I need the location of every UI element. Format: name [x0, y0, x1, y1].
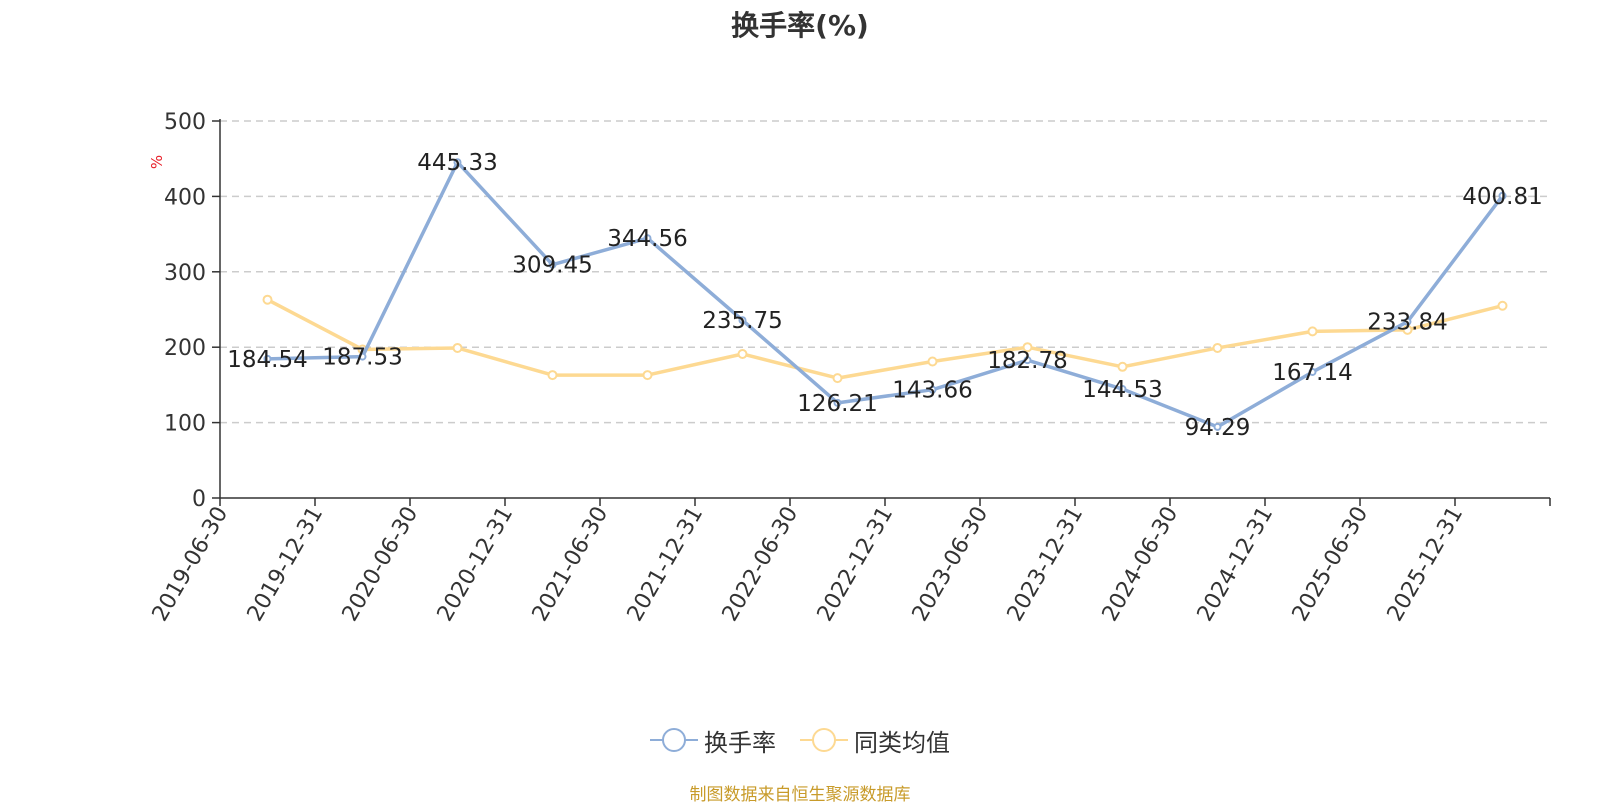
series-line-peer-average	[266, 298, 1503, 380]
legend-item-peer-average[interactable]: 同类均值	[800, 720, 950, 760]
data-label: 143.66	[892, 378, 972, 404]
x-tick-label: 2019-06-30	[148, 503, 234, 626]
y-tick-label: 500	[164, 110, 206, 135]
data-label: 126.21	[797, 391, 877, 417]
data-label: 182.78	[987, 348, 1067, 374]
y-tick-label: 0	[192, 487, 206, 512]
x-tick-label: 2020-06-30	[338, 503, 424, 626]
data-point-turnover	[453, 158, 462, 167]
y-tick-label: 300	[164, 261, 206, 286]
legend-label-peer-average: 同类均值	[854, 728, 950, 757]
legend-marker-peer-average	[800, 728, 848, 752]
data-label: 167.14	[1272, 360, 1352, 386]
x-tick-label: 2021-12-31	[623, 503, 709, 626]
data-point-peer-average	[547, 370, 558, 381]
data-point-turnover	[928, 385, 937, 394]
data-point-peer-average	[1307, 326, 1318, 337]
legend-marker-turnover	[650, 728, 698, 752]
x-tick-label: 2020-12-31	[433, 503, 519, 626]
x-tick-label: 2024-12-31	[1193, 503, 1279, 626]
chart-title: 换手率(%)	[731, 9, 869, 42]
data-source-note: 制图数据来自恒生聚源数据库	[689, 785, 911, 805]
x-tick-label: 2024-06-30	[1098, 503, 1184, 626]
data-label: 445.33	[417, 150, 497, 176]
data-point-peer-average	[737, 348, 748, 359]
data-point-turnover	[1403, 317, 1412, 326]
data-label: 400.81	[1462, 184, 1542, 210]
y-axis-unit-label: %	[148, 155, 166, 169]
x-tick-label: 2025-12-31	[1383, 503, 1469, 626]
x-tick-label: 2023-12-31	[1003, 503, 1089, 626]
y-tick-label: 400	[164, 185, 206, 210]
legend: 换手率 同类均值	[0, 720, 1600, 760]
x-tick-label: 2021-06-30	[528, 503, 614, 626]
data-point-turnover	[1213, 422, 1222, 431]
series-line-turnover	[267, 160, 1504, 429]
data-point-turnover	[263, 354, 272, 363]
x-tick-label: 2025-06-30	[1288, 503, 1374, 626]
legend-label-turnover: 换手率	[704, 728, 776, 757]
x-tick-label: 2019-12-31	[243, 503, 329, 626]
data-label: 144.53	[1082, 377, 1162, 403]
x-tick-label: 2022-06-30	[718, 503, 804, 626]
data-label: 235.75	[702, 308, 782, 334]
data-point-turnover	[548, 260, 557, 269]
data-point-turnover	[738, 316, 747, 325]
data-point-peer-average	[452, 342, 463, 353]
data-label: 344.56	[607, 226, 687, 252]
data-point-turnover	[643, 234, 652, 243]
data-point-peer-average	[927, 356, 938, 367]
data-point-turnover	[833, 398, 842, 407]
data-point-turnover	[1023, 356, 1032, 365]
y-tick-label: 200	[164, 336, 206, 361]
data-point-peer-average	[1497, 300, 1508, 311]
data-point-peer-average	[1402, 324, 1413, 335]
data-label: 184.54	[227, 347, 307, 373]
x-tick-label: 2022-12-31	[813, 503, 899, 626]
data-point-peer-average	[642, 370, 653, 381]
x-tick-label: 2023-06-30	[908, 503, 994, 626]
data-point-turnover	[1118, 385, 1127, 394]
data-point-peer-average	[262, 294, 273, 305]
legend-item-turnover[interactable]: 换手率	[650, 720, 776, 760]
data-point-turnover	[358, 352, 367, 361]
data-point-peer-average	[832, 373, 843, 384]
data-point-turnover	[1308, 367, 1317, 376]
y-tick-label: 100	[164, 412, 206, 437]
data-label: 309.45	[512, 253, 592, 279]
data-label: 94.29	[1185, 415, 1251, 441]
data-point-turnover	[1498, 191, 1507, 200]
data-point-peer-average	[1212, 342, 1223, 353]
data-point-peer-average	[1022, 342, 1033, 353]
data-label: 233.84	[1367, 310, 1447, 336]
data-point-peer-average	[1117, 361, 1128, 372]
data-label: 187.53	[322, 345, 402, 371]
